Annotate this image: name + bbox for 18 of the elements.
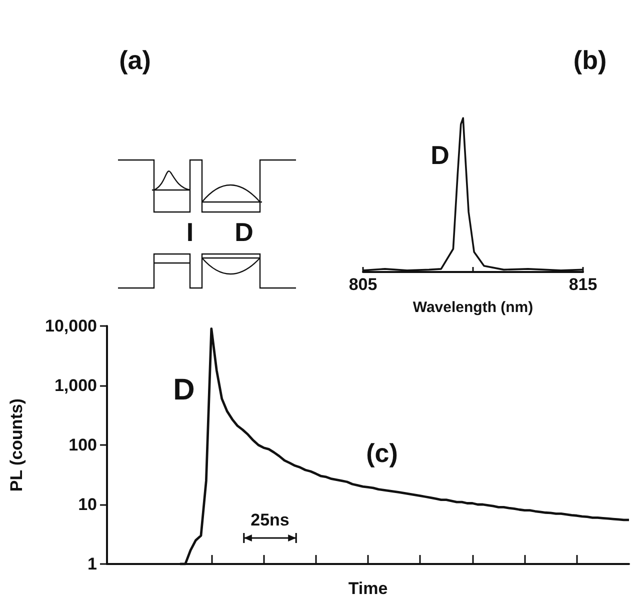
x-axis-title: Wavelength (nm): [412, 299, 534, 316]
y-tick-label: 100: [68, 436, 97, 454]
y-tick-label: 10,000: [45, 316, 97, 336]
annotation: (c): [366, 438, 398, 468]
y-axis-title: PL (counts): [7, 398, 26, 492]
x-tick-label: 805: [348, 275, 378, 294]
text: I: [186, 217, 194, 247]
y-tick-label: 1: [88, 554, 97, 574]
x-axis-title: Time: [348, 579, 388, 598]
annotation: 25ns: [250, 510, 290, 530]
y-tick-label: 1,000: [54, 376, 97, 395]
text: (b): [573, 45, 607, 75]
annotation: D: [430, 140, 450, 170]
y-tick-label: 10: [78, 495, 97, 514]
text: (a): [119, 45, 151, 75]
annotation: D: [173, 374, 195, 406]
text: D: [234, 217, 254, 247]
x-tick-label: 815: [568, 275, 598, 294]
